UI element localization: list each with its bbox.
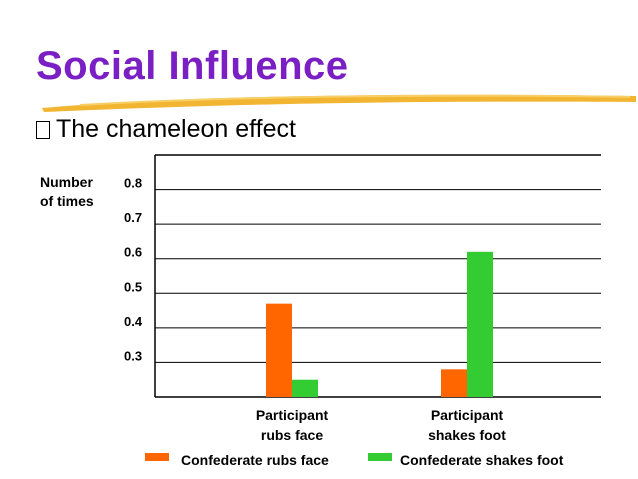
- y-tick-label: 0.6: [124, 245, 142, 260]
- slide-title: Social Influence: [36, 44, 349, 88]
- x-category-label-shakes-foot: Participant shakes foot: [402, 405, 532, 445]
- y-axis-label-line-1: Number: [40, 174, 93, 190]
- bar-confederate-rubs-face-0: [266, 303, 292, 397]
- title-underline-brushstroke: [42, 94, 636, 112]
- y-tick-label: 0.3: [124, 348, 142, 363]
- bar-confederate-shakes-foot-0: [292, 379, 318, 397]
- bar-confederate-shakes-foot-1: [467, 251, 493, 397]
- legend-label-confederate-shakes-foot: Confederate shakes foot: [400, 452, 564, 468]
- x-category-label-line-1: Participant: [255, 407, 329, 423]
- legend-label-confederate-rubs-face: Confederate rubs face: [181, 452, 329, 468]
- y-axis-label-line-2: of times: [40, 193, 94, 209]
- y-tick-label: 0.4: [124, 314, 143, 329]
- bullet-text: The chameleon effect: [56, 115, 296, 143]
- legend-swatch-confederate-rubs-face: [145, 453, 169, 461]
- y-tick-label: 0.5: [124, 279, 142, 294]
- bar-confederate-rubs-face-1: [441, 369, 467, 397]
- x-category-label-line-2: rubs face: [260, 427, 324, 443]
- x-category-label-line-1: Participant: [430, 407, 504, 423]
- x-category-label-rubs-face: Participant rubs face: [227, 405, 357, 445]
- y-tick-label: 0.8: [124, 176, 142, 191]
- y-tick-label: 0.7: [124, 210, 142, 225]
- y-axis-label: Number of times: [40, 173, 94, 211]
- x-category-label-line-2: shakes foot: [428, 427, 506, 443]
- bullet-point: The chameleon effect: [36, 115, 296, 144]
- square-bullet-icon: [36, 121, 50, 139]
- legend-swatch-confederate-shakes-foot: [368, 453, 392, 461]
